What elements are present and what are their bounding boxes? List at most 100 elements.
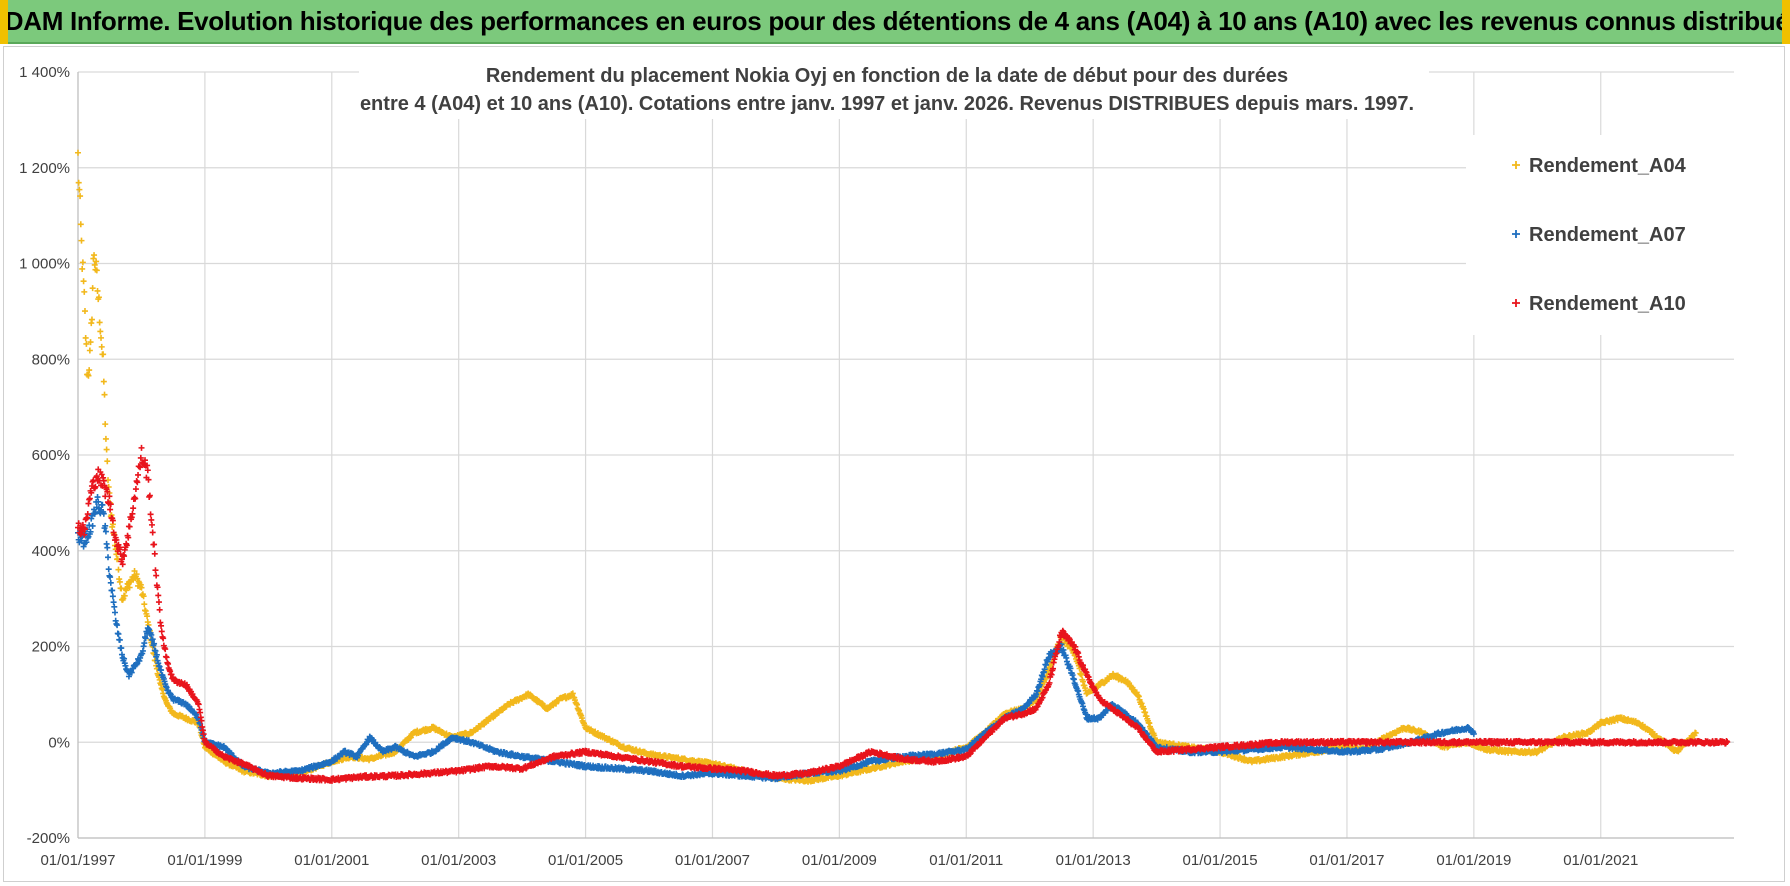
data-point [77,221,84,228]
data-point [148,521,155,528]
grid-layer [77,71,1734,839]
data-point [81,308,88,315]
data-point [115,631,122,638]
data-point [140,593,147,600]
x-tick-label: 01/01/1997 [40,852,115,869]
data-point [155,592,162,599]
data-point [151,541,158,548]
data-point [163,654,170,661]
data-point [88,316,95,323]
data-point [97,328,104,335]
data-point [111,609,118,616]
data-point [103,446,110,453]
data-point [91,252,98,259]
data-point [104,544,111,551]
x-tick-label: 01/01/2015 [1183,852,1258,869]
data-point [109,587,116,594]
data-point [98,334,105,341]
x-tick-label: 01/01/2019 [1436,852,1511,869]
data-point [76,186,83,193]
data-point [152,567,159,574]
data-point [109,593,116,600]
data-point [93,267,100,274]
data-point [105,566,112,573]
x-tick-label: 01/01/2017 [1309,852,1384,869]
series-Rendement_A10 [75,444,1731,784]
report-banner: ADAM Informe. Evolution historique des p… [0,0,1790,44]
series-Rendement_A04 [75,149,1699,785]
data-point [86,367,93,374]
x-tick-label: 01/01/2011 [929,852,1003,869]
banner-corner-right [1782,0,1790,44]
data-point [100,378,107,385]
data-point [121,592,128,599]
data-point [104,458,111,465]
data-point [135,471,142,478]
series-layer [75,149,1731,785]
x-tick-label: 01/01/2021 [1563,852,1638,869]
data-point [138,584,145,591]
data-point [144,613,151,620]
data-point [75,179,82,186]
data-point [89,285,96,292]
x-tick-label: 01/01/2013 [1056,852,1131,869]
data-point [87,339,94,346]
data-point [100,351,107,358]
data-point [86,347,93,354]
y-tick-label: 800% [32,351,70,368]
series-Rendement_A07 [75,494,1477,783]
data-point [131,568,138,575]
y-tick-label: 0% [48,734,70,751]
data-point [75,149,81,156]
data-point [116,636,123,643]
data-point [153,572,160,579]
data-point [80,278,87,285]
data-point [130,505,137,512]
data-point [116,578,123,585]
data-point [107,574,114,581]
data-point [132,486,139,493]
data-point [78,237,85,244]
data-point [101,391,108,398]
data-point [96,319,103,326]
data-point [105,554,112,561]
y-tick-label: -200% [27,830,70,847]
y-tick-label: 200% [32,639,70,656]
data-point [134,479,141,486]
data-point [102,421,109,428]
x-tick-label: 01/01/2009 [802,852,877,869]
data-point [89,522,96,529]
data-point [126,523,133,530]
data-point [107,579,114,586]
y-tick-label: 1 400% [19,64,70,81]
banner-corner-left [0,0,8,44]
data-point [83,340,90,347]
data-point [98,343,105,350]
data-point [147,511,154,518]
y-tick-label: 600% [32,447,70,464]
data-point [151,550,158,557]
y-tick-label: 1 000% [19,256,70,273]
data-point [156,606,163,613]
y-tick-label: 400% [32,543,70,560]
data-point [158,628,165,635]
data-point [107,506,114,513]
data-point [81,288,88,295]
data-point [82,334,89,341]
data-point [158,622,165,629]
data-point [102,435,109,442]
data-point [86,495,93,502]
data-point [115,566,122,573]
data-point [149,529,156,536]
x-tick-label: 01/01/2003 [421,852,496,869]
x-tick-label: 01/01/2005 [548,852,623,869]
data-point [155,599,162,606]
data-point [126,584,133,591]
axis-layer: -200%0%200%400%600%800%1 000%1 200%1 400… [19,64,1734,869]
data-point [111,603,118,610]
report-title: ADAM Informe. Evolution historique des p… [0,5,1790,36]
x-tick-label: 01/01/2001 [294,852,369,869]
data-point [77,193,84,200]
data-point [95,294,102,301]
data-point [94,287,101,294]
